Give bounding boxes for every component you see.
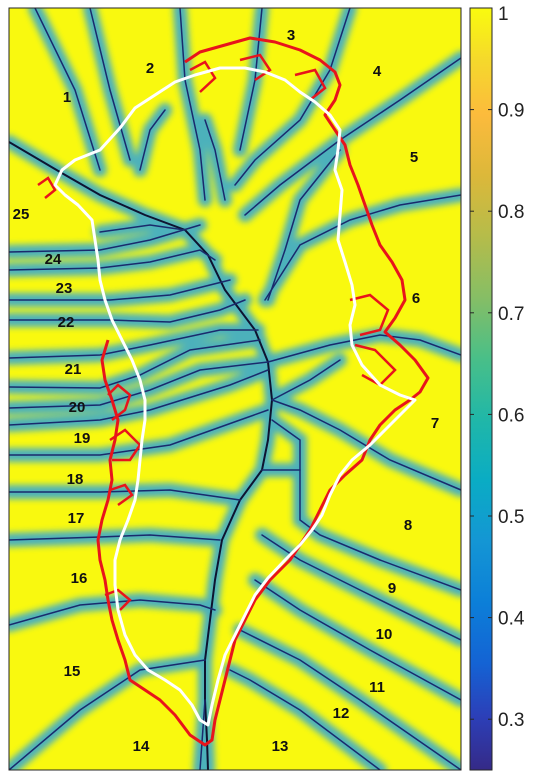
region-label: 2 <box>146 60 154 77</box>
region-label: 6 <box>412 290 420 307</box>
region-label: 21 <box>65 361 82 378</box>
region-label: 22 <box>58 314 75 331</box>
region-label: 1 <box>63 89 71 106</box>
colorbar-tick-label: 0.9 <box>498 101 524 122</box>
region-label: 4 <box>373 63 382 80</box>
ice-margin <box>53 66 417 727</box>
colorbar-tick-label: 0.5 <box>498 507 524 528</box>
region-label: 18 <box>67 471 84 488</box>
colorbar-tick-label: 1 <box>498 4 509 25</box>
region-label: 19 <box>74 430 91 447</box>
region-label: 23 <box>56 280 73 297</box>
region-label: 14 <box>133 738 150 755</box>
basin-boundaries <box>9 8 461 770</box>
map-panel <box>9 8 461 770</box>
region-label: 3 <box>287 27 295 44</box>
colorbar-tick-label: 0.7 <box>498 304 524 325</box>
region-label: 25 <box>13 206 30 223</box>
colorbar-gradient <box>469 7 493 771</box>
region-label: 12 <box>333 705 350 722</box>
region-label: 17 <box>68 510 85 527</box>
colorbar-tick-label: 0.3 <box>498 710 524 731</box>
region-label: 8 <box>404 517 412 534</box>
region-label: 15 <box>64 663 81 680</box>
colorbar-tick-label: 0.4 <box>498 609 525 630</box>
region-label: 5 <box>410 149 418 166</box>
region-label: 16 <box>71 570 88 587</box>
region-label: 11 <box>369 679 385 696</box>
colorbar: 0.3 0.4 0.5 0.6 0.7 0.8 0.9 1 <box>469 4 525 771</box>
map-frame <box>8 7 462 771</box>
region-label: 10 <box>376 626 393 643</box>
colorbar-tick-label: 0.6 <box>498 405 524 426</box>
region-label: 24 <box>45 251 62 268</box>
region-label: 7 <box>431 415 439 432</box>
region-label: 20 <box>69 399 86 416</box>
colorbar-tick-label: 0.8 <box>498 202 524 223</box>
colorbar-ticks: 0.3 0.4 0.5 0.6 0.7 0.8 0.9 1 <box>470 4 525 731</box>
region-label: 9 <box>388 580 396 597</box>
region-labels: 1 2 3 4 5 6 7 8 9 10 11 12 13 14 15 16 1… <box>13 27 440 755</box>
region-label: 13 <box>272 738 289 755</box>
